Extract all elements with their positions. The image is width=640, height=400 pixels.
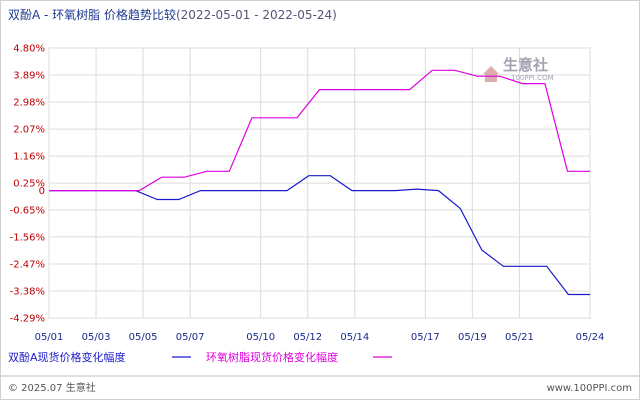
x-tick-label: 05/19 (458, 332, 487, 343)
legend-label-epoxy: 环氧树脂现货价格变化幅度 (206, 350, 338, 364)
x-tick-label: 05/21 (505, 332, 534, 343)
y-tick-label-zero: 0 (39, 186, 45, 197)
y-tick-label: 2.98% (13, 98, 45, 109)
x-tick-label: 05/07 (176, 332, 205, 343)
x-tick-label: 05/14 (340, 332, 369, 343)
y-tick-label: 4.80% (13, 44, 45, 55)
y-tick-label: -0.65% (10, 205, 45, 216)
series (49, 69, 590, 296)
series-line-0 (49, 175, 590, 296)
y-tick-label: 1.16% (13, 152, 45, 163)
x-tick-label: 05/03 (82, 332, 111, 343)
x-tick-label: 05/10 (246, 332, 275, 343)
legend: 双酚A现货价格变化幅度 环氧树脂现货价格变化幅度 (8, 350, 392, 364)
x-tick-label: 05/24 (576, 332, 605, 343)
x-tick-label: 05/05 (129, 332, 158, 343)
y-tick-label: -2.47% (10, 259, 45, 270)
watermark-url: 100PPI.COM (511, 74, 554, 82)
house-icon (483, 66, 499, 82)
x-tick-label: 05/12 (293, 332, 322, 343)
chart-title: 双酚A - 环氧树脂 价格趋势比较(2022-05-01 - 2022-05-2… (8, 7, 337, 22)
y-tick-label: 2.07% (13, 125, 45, 136)
legend-label-bpa: 双酚A现货价格变化幅度 (8, 350, 126, 364)
watermark-name: 生意社 (503, 56, 548, 74)
y-tick-label: 3.89% (13, 71, 45, 82)
footer-url: www.100PPI.com (547, 383, 632, 394)
footer-copyright: © 2025.07 生意社 (8, 381, 96, 394)
x-axis-ticks: 05/01 05/03 05/05 05/07 05/10 05/12 05/14 05/17… (35, 332, 605, 343)
watermark-logo: 生意社 100PPI.COM (483, 56, 554, 82)
y-axis-ticks: 4.80% 3.89% 2.98% 2.07% 1.16% 0.25% -0.65% -1.5… (10, 44, 45, 325)
y-tick-label: 0.25% (13, 179, 45, 190)
y-tick-label: -4.29% (10, 314, 45, 325)
y-tick-label: -1.56% (10, 232, 45, 243)
x-tick-label: 05/17 (411, 332, 440, 343)
series-line-1 (49, 69, 590, 192)
y-tick-label: -3.38% (10, 286, 45, 297)
x-tick-label: 05/01 (35, 332, 64, 343)
